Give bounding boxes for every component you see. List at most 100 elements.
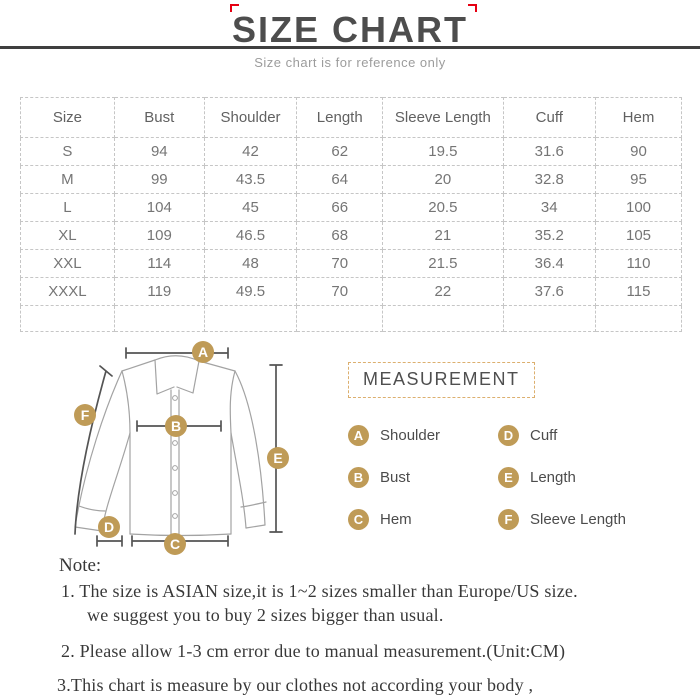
table-row-empty — [20, 305, 682, 332]
cell: XXL — [20, 249, 115, 278]
shirt-outline — [74, 355, 267, 537]
column-header-size: Size — [20, 97, 115, 138]
cell: 70 — [296, 249, 384, 278]
cell — [203, 305, 298, 332]
legend-item-bust: B Bust — [348, 467, 498, 488]
cell: 46.5 — [203, 221, 298, 250]
cell — [296, 305, 384, 332]
cell: XXXL — [20, 277, 115, 306]
badge-c-circle — [164, 533, 186, 555]
notes-section: Note: 1. The size is ASIAN size,it is 1~… — [57, 555, 697, 700]
cell — [20, 305, 115, 332]
cell: 42 — [203, 137, 298, 166]
badge-a-circle — [192, 341, 214, 363]
cell: 95 — [595, 165, 682, 194]
cell: 19.5 — [382, 137, 504, 166]
column-header-shoulder: Shoulder — [203, 97, 298, 138]
cell — [113, 305, 205, 332]
cell: 114 — [113, 249, 205, 278]
measure-line-cuff — [96, 535, 123, 547]
cell: 37.6 — [502, 277, 597, 306]
legend-label: Sleeve Length — [530, 511, 626, 528]
page-title: SIZE CHART — [232, 9, 468, 50]
cell: 49.5 — [203, 277, 298, 306]
legend-item-hem: C Hem — [348, 509, 498, 530]
cell: 94 — [113, 137, 205, 166]
cell: 20 — [382, 165, 504, 194]
note-line-2: 2. Please allow 1-3 cm error due to manu… — [61, 641, 566, 661]
cell: 99 — [113, 165, 205, 194]
badge-a-letter: A — [198, 344, 208, 360]
cell: 34 — [502, 193, 597, 222]
legend-label: Bust — [380, 469, 411, 486]
table-row-xl: XL 109 46.5 68 21 35.2 105 — [20, 221, 682, 250]
note-line-1b: we suggest you to buy 2 sizes bigger tha… — [87, 605, 444, 625]
shirt-measurement-diagram: A B C D E F — [74, 341, 289, 555]
cell: 62 — [296, 137, 384, 166]
legend-item-shoulder: A Shoulder — [348, 425, 498, 446]
legend-badge-b: B — [348, 467, 369, 488]
legend-badge-a: A — [348, 425, 369, 446]
badge-d-circle — [98, 516, 120, 538]
red-corner-bracket-left — [230, 4, 239, 12]
legend-badge-f: F — [498, 509, 519, 530]
badge-f-circle — [74, 404, 96, 426]
cell: 70 — [296, 277, 384, 306]
badge-c-letter: C — [170, 536, 180, 552]
badge-f-letter: F — [81, 407, 90, 423]
subtitle: Size chart is for reference only — [254, 55, 446, 70]
badge-d-letter: D — [104, 519, 114, 535]
cell: 109 — [113, 221, 205, 250]
cell: 22 — [382, 277, 504, 306]
column-header-length: Length — [296, 97, 384, 138]
cell: 35.2 — [502, 221, 597, 250]
legend-item-length: E Length — [498, 467, 688, 488]
cell — [595, 305, 682, 332]
diagram-badges: A B C D E F — [74, 341, 289, 555]
cell: 20.5 — [382, 193, 504, 222]
cell: 115 — [595, 277, 682, 306]
table-row-s: S 94 42 62 19.5 31.6 90 — [20, 137, 682, 166]
column-header-cuff: Cuff — [502, 97, 597, 138]
cell: 45 — [203, 193, 298, 222]
measure-line-sleeve — [74, 365, 113, 535]
cell: 21.5 — [382, 249, 504, 278]
cell: 36.4 — [502, 249, 597, 278]
column-header-sleeve-length: Sleeve Length — [382, 97, 504, 138]
cell: L — [20, 193, 115, 222]
cell: 43.5 — [203, 165, 298, 194]
cell: 68 — [296, 221, 384, 250]
measurement-legend: A Shoulder D Cuff B Bust E Length C Hem … — [348, 425, 688, 530]
legend-badge-d: D — [498, 425, 519, 446]
cell: 90 — [595, 137, 682, 166]
cell: 21 — [382, 221, 504, 250]
table-row-xxl: XXL 114 48 70 21.5 36.4 110 — [20, 249, 682, 278]
measurement-title: MEASUREMENT — [348, 362, 535, 398]
column-header-bust: Bust — [113, 97, 205, 138]
legend-badge-e: E — [498, 467, 519, 488]
notes-heading: Note: — [59, 555, 102, 576]
cell: 64 — [296, 165, 384, 194]
measurement-panel: MEASUREMENT A Shoulder D Cuff B Bust E L… — [348, 362, 688, 530]
badge-e-letter: E — [273, 450, 282, 466]
column-header-hem: Hem — [595, 97, 682, 138]
cell: M — [20, 165, 115, 194]
cell: S — [20, 137, 115, 166]
table-row-l: L 104 45 66 20.5 34 100 — [20, 193, 682, 222]
table-row-xxxl: XXXL 119 49.5 70 22 37.6 115 — [20, 277, 682, 306]
table-row-m: M 99 43.5 64 20 32.8 95 — [20, 165, 682, 194]
cell: 119 — [113, 277, 205, 306]
legend-label: Length — [530, 469, 576, 486]
legend-label: Shoulder — [380, 427, 441, 444]
cell — [502, 305, 597, 332]
cell: 66 — [296, 193, 384, 222]
cell: 31.6 — [502, 137, 597, 166]
legend-label: Hem — [380, 511, 412, 528]
note-line-3: 3.This chart is measure by our clothes n… — [57, 675, 534, 695]
legend-item-sleeve-length: F Sleeve Length — [498, 509, 688, 530]
legend-label: Cuff — [530, 427, 558, 444]
note-line-1: 1. The size is ASIAN size,it is 1~2 size… — [61, 581, 578, 601]
cell: 105 — [595, 221, 682, 250]
legend-item-cuff: D Cuff — [498, 425, 688, 446]
